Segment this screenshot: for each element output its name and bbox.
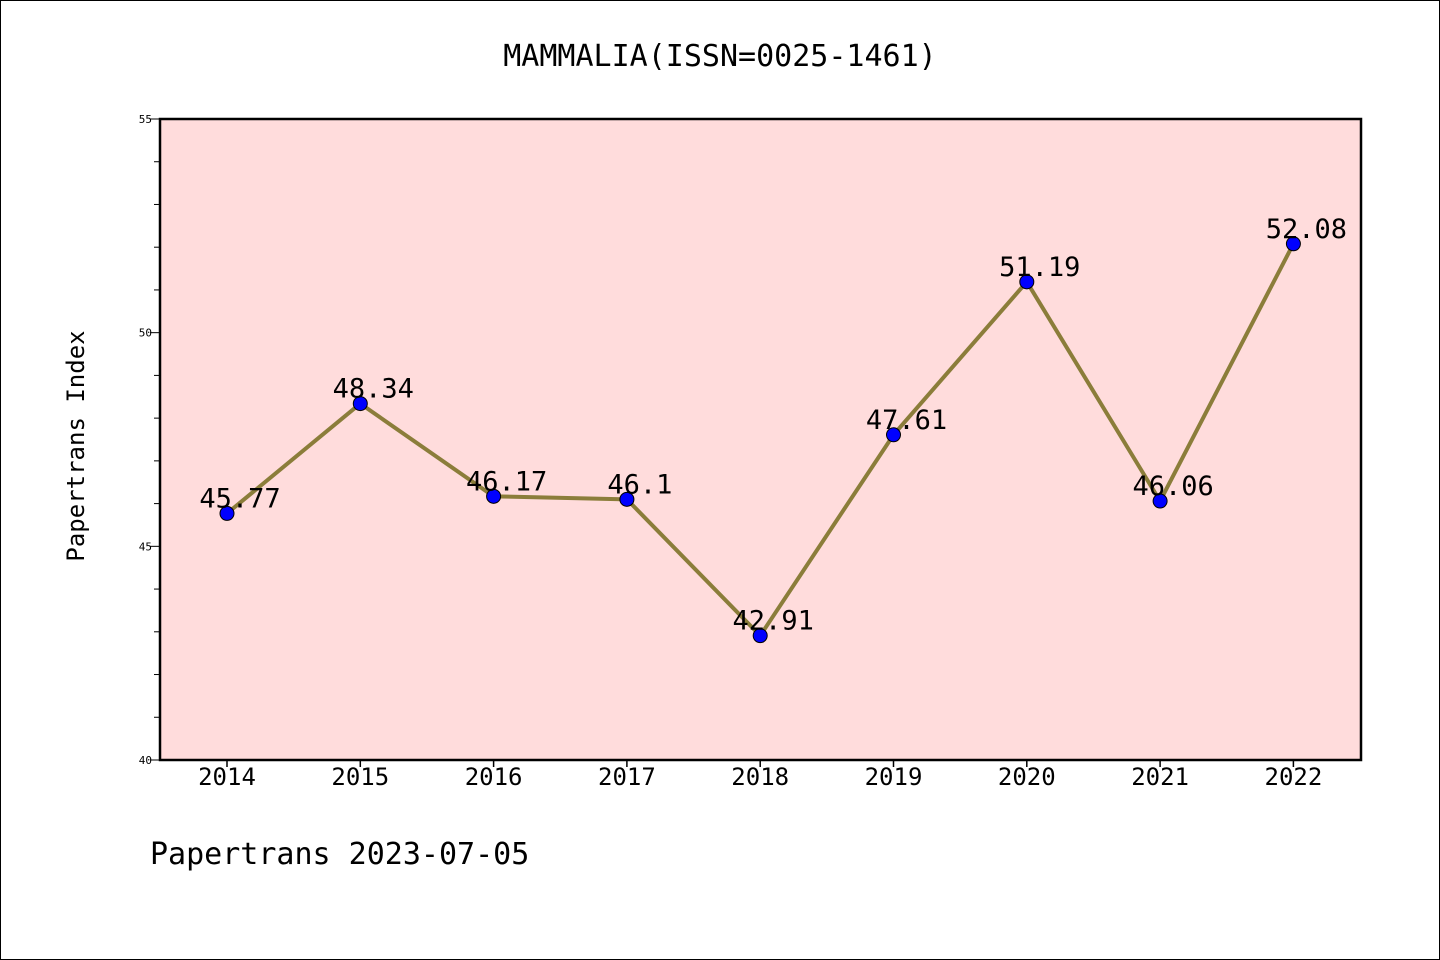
data-label: 48.34 bbox=[333, 374, 414, 405]
x-tick-label: 2018 bbox=[731, 763, 789, 791]
data-point bbox=[1152, 493, 1168, 509]
y-axis-ticks: 40 45 50 55 bbox=[139, 113, 160, 767]
data-labels: 45.77 48.34 46.17 46.1 42.91 47.61 51.19 46.06 5… bbox=[199, 214, 1347, 637]
y-tick-label: 50 bbox=[139, 327, 152, 340]
x-axis-ticks: 2014 2015 2016 2017 2018 2019 2020 2021 2022 bbox=[198, 760, 1322, 791]
y-axis-label: Papertrans Index bbox=[62, 330, 90, 561]
data-point bbox=[886, 427, 901, 443]
data-label: 47.61 bbox=[866, 405, 947, 436]
data-label: 51.19 bbox=[999, 252, 1080, 283]
x-tick-label: 2021 bbox=[1131, 763, 1189, 791]
x-tick-label: 2017 bbox=[598, 763, 656, 791]
x-tick-label: 2022 bbox=[1265, 763, 1323, 791]
footer-text: Papertrans 2023-07-05 bbox=[150, 837, 529, 872]
data-point bbox=[486, 488, 502, 504]
data-point bbox=[219, 505, 235, 521]
y-tick-label: 40 bbox=[139, 754, 152, 767]
data-label: 52.08 bbox=[1266, 214, 1347, 245]
data-point bbox=[619, 491, 635, 507]
data-label: 46.17 bbox=[466, 466, 547, 497]
y-minor-ticks bbox=[154, 161, 160, 718]
data-points bbox=[219, 236, 1301, 644]
data-point bbox=[752, 628, 768, 644]
x-tick-label: 2016 bbox=[465, 763, 523, 791]
y-tick-label: 55 bbox=[139, 113, 152, 126]
data-label: 46.06 bbox=[1132, 471, 1213, 502]
data-point bbox=[1019, 274, 1035, 290]
plot-area bbox=[158, 117, 1363, 762]
data-label: 42.91 bbox=[733, 606, 814, 637]
data-label: 45.77 bbox=[199, 483, 280, 514]
data-point bbox=[352, 396, 368, 412]
data-label: 46.1 bbox=[607, 469, 672, 500]
chart-title: MAMMALIA(ISSN=0025-1461) bbox=[503, 39, 936, 74]
x-tick-label: 2015 bbox=[331, 763, 389, 791]
x-tick-label: 2014 bbox=[198, 763, 256, 791]
y-tick-label: 45 bbox=[139, 540, 152, 553]
data-point bbox=[1285, 236, 1301, 252]
x-tick-label: 2019 bbox=[865, 763, 923, 791]
x-tick-label: 2020 bbox=[998, 763, 1056, 791]
